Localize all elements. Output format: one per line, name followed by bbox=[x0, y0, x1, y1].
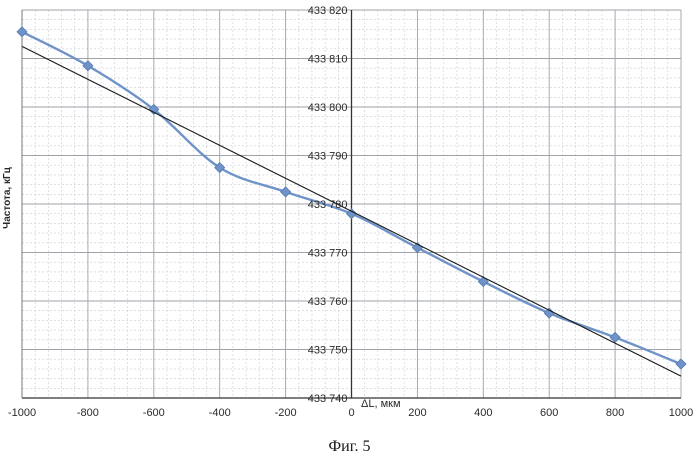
y-tick-label: 433 760 bbox=[308, 296, 348, 308]
y-tick-label: 433 780 bbox=[308, 199, 348, 211]
x-axis-label: ΔL, мкм bbox=[361, 398, 401, 410]
y-axis-label: Частота, кГц bbox=[2, 166, 13, 228]
x-tick-label: 600 bbox=[540, 407, 558, 419]
x-tick-label: 1000 bbox=[669, 407, 693, 419]
y-tick-label: 433 750 bbox=[308, 345, 348, 357]
data-point-marker bbox=[281, 187, 291, 197]
x-tick-label: -200 bbox=[275, 407, 297, 419]
data-point-marker bbox=[478, 277, 488, 287]
x-tick-label: 200 bbox=[408, 407, 426, 419]
y-tick-label: 433 820 bbox=[308, 5, 348, 17]
y-tick-label: 433 790 bbox=[308, 151, 348, 163]
x-tick-label: -1000 bbox=[8, 407, 36, 419]
x-tick-label: 800 bbox=[606, 407, 624, 419]
data-point-marker bbox=[676, 359, 686, 369]
y-tick-label: 433 800 bbox=[308, 102, 348, 114]
x-tick-label: -800 bbox=[77, 407, 99, 419]
y-tick-label: 433 740 bbox=[308, 393, 348, 405]
figure-caption: Фиг. 5 bbox=[0, 438, 699, 456]
data-point-marker bbox=[347, 209, 357, 219]
x-tick-label: 0 bbox=[348, 407, 354, 419]
y-tick-label: 433 810 bbox=[308, 54, 348, 66]
y-tick-label: 433 770 bbox=[308, 248, 348, 260]
data-point-marker bbox=[83, 61, 93, 71]
x-tick-label: -600 bbox=[143, 407, 165, 419]
x-tick-label: 400 bbox=[474, 407, 492, 419]
x-tick-label: -400 bbox=[209, 407, 231, 419]
data-point-marker bbox=[17, 27, 27, 37]
